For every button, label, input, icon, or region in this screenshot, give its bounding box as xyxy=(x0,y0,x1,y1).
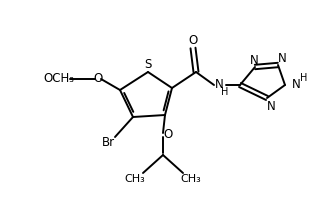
Text: OCH₃: OCH₃ xyxy=(44,73,75,85)
Text: S: S xyxy=(144,59,152,71)
Text: N: N xyxy=(267,99,275,113)
Text: N: N xyxy=(292,78,301,92)
Text: N: N xyxy=(250,53,258,67)
Text: H: H xyxy=(300,73,308,83)
Text: CH₃: CH₃ xyxy=(125,174,145,184)
Text: H: H xyxy=(221,87,229,97)
Text: N: N xyxy=(215,78,223,92)
Text: N: N xyxy=(278,52,286,64)
Text: O: O xyxy=(93,71,103,85)
Text: O: O xyxy=(188,35,198,47)
Text: Br: Br xyxy=(101,135,115,148)
Text: O: O xyxy=(163,128,173,141)
Text: CH₃: CH₃ xyxy=(181,174,201,184)
